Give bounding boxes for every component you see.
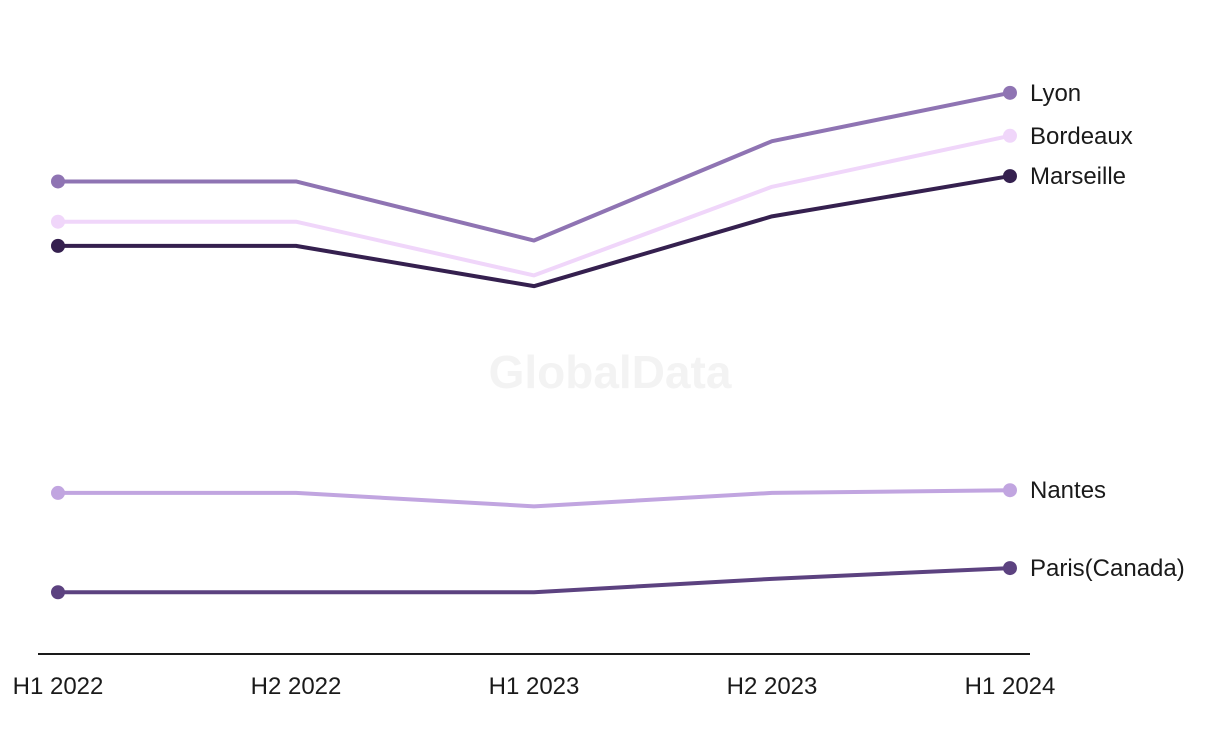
series-point-bordeaux bbox=[51, 214, 65, 229]
series-label-lyon: Lyon bbox=[1030, 80, 1081, 107]
x-tick-label: H1 2022 bbox=[13, 673, 104, 700]
x-axis-tick-labels: H1 2022 H2 2022 H1 2023 H2 2023 H1 2024 bbox=[13, 673, 1056, 700]
series-label-marseille: Marseille bbox=[1030, 163, 1126, 190]
series-line-marseille bbox=[58, 174, 1011, 289]
series-label-bordeaux: Bordeaux bbox=[1030, 123, 1133, 150]
series-label-nantes: Nantes bbox=[1030, 477, 1106, 504]
series-point-paris-canada bbox=[51, 585, 65, 600]
series-lines bbox=[58, 90, 1011, 595]
series-line-bordeaux bbox=[58, 133, 1011, 278]
series-point-marseille bbox=[51, 238, 65, 253]
series-point-bordeaux bbox=[1003, 128, 1017, 143]
x-tick-label: H1 2023 bbox=[489, 673, 580, 700]
series-label-paris-canada: Paris(Canada) bbox=[1030, 555, 1185, 582]
series-point-nantes bbox=[51, 485, 65, 500]
series-line-lyon bbox=[58, 90, 1011, 243]
series-line-paris-canada bbox=[58, 566, 1011, 595]
series-point-marseille bbox=[1003, 169, 1017, 184]
series-point-lyon bbox=[51, 174, 65, 189]
series-point-nantes bbox=[1003, 483, 1017, 498]
x-tick-label: H1 2024 bbox=[965, 673, 1056, 700]
series-points bbox=[51, 85, 1017, 600]
series-point-paris-canada bbox=[1003, 561, 1017, 576]
x-tick-label: H2 2023 bbox=[727, 673, 818, 700]
x-tick-label: H2 2022 bbox=[251, 673, 342, 700]
series-labels: Lyon Bordeaux Marseille Nantes Paris(Canada) bbox=[1030, 80, 1185, 582]
series-line-nantes bbox=[58, 488, 1011, 509]
series-point-lyon bbox=[1003, 85, 1017, 100]
watermark: GlobalData bbox=[489, 346, 732, 398]
